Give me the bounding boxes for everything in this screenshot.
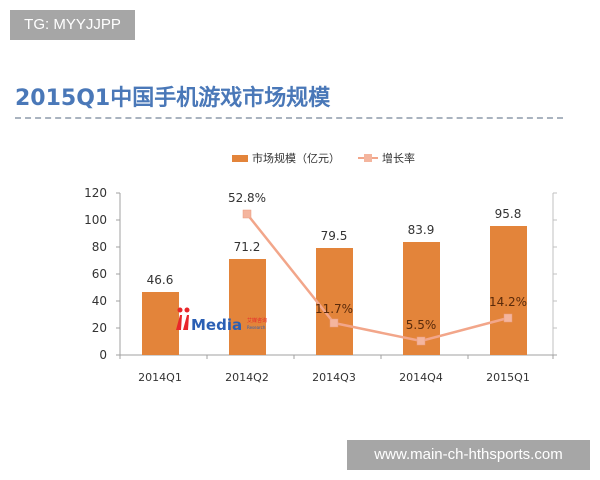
x-axis-ticks	[119, 355, 554, 359]
svg-text:83.9: 83.9	[408, 223, 435, 237]
chart-legend: 市场规模（亿元） 增长率	[232, 150, 415, 166]
y-axis-labels: 120 100 80 60 40 20 0	[84, 186, 107, 362]
svg-text:2014Q2: 2014Q2	[225, 371, 269, 384]
svg-text:60: 60	[92, 267, 107, 281]
svg-text:Research: Research	[247, 325, 266, 330]
bar-2014q2	[229, 259, 266, 355]
logo-sub: 艾媒咨询	[247, 317, 267, 324]
svg-text:79.5: 79.5	[321, 229, 348, 243]
bar-series	[142, 226, 527, 355]
svg-text:14.2%: 14.2%	[489, 295, 527, 309]
svg-text:2015Q1: 2015Q1	[486, 371, 530, 384]
svg-text:0: 0	[99, 348, 107, 362]
logo-text: Media	[191, 316, 242, 334]
growth-rate-line	[246, 213, 509, 343]
svg-text:5.5%: 5.5%	[406, 318, 437, 332]
growth-rate-markers	[242, 209, 513, 346]
marker-2015q1	[503, 313, 513, 323]
svg-text:2014Q3: 2014Q3	[312, 371, 356, 384]
legend-line-label: 增长率	[382, 152, 415, 165]
iimedia-logo: Media 艾媒咨询 Research	[176, 307, 267, 334]
legend-line-swatch-icon	[358, 154, 378, 162]
bar-2014q1	[142, 292, 179, 355]
watermark-bottom: www.main-ch-hthsports.com	[347, 440, 590, 470]
svg-text:120: 120	[84, 186, 107, 200]
x-axis-labels: 2014Q1 2014Q2 2014Q3 2014Q4 2015Q1	[138, 371, 530, 384]
bar-value-labels: 46.6 71.2 79.5 83.9 95.8	[147, 207, 522, 287]
svg-text:80: 80	[92, 240, 107, 254]
marker-2014q3	[329, 318, 339, 328]
svg-text:2014Q1: 2014Q1	[138, 371, 182, 384]
svg-text:52.8%: 52.8%	[228, 191, 266, 205]
bar-2014q4	[403, 242, 440, 355]
svg-text:46.6: 46.6	[147, 273, 174, 287]
svg-text:2014Q4: 2014Q4	[399, 371, 443, 384]
bar-2015q1	[490, 226, 527, 355]
svg-text:40: 40	[92, 294, 107, 308]
bar-2014q3	[316, 248, 353, 355]
svg-text:95.8: 95.8	[495, 207, 522, 221]
legend-bar-swatch-icon	[232, 154, 248, 162]
watermark-top: TG: MYYJJPP	[10, 10, 135, 40]
svg-text:100: 100	[84, 213, 107, 227]
title-divider	[15, 117, 563, 119]
svg-text:20: 20	[92, 321, 107, 335]
chart-title: 2015Q1中国手机游戏市场规模	[15, 86, 331, 111]
y-axis-ticks	[116, 192, 120, 356]
legend-bar-label: 市场规模（亿元）	[252, 152, 340, 165]
marker-2014q4	[416, 336, 426, 346]
y-axis-right-ticks	[553, 192, 557, 329]
growth-rate-labels: 52.8% 11.7% 5.5% 14.2%	[228, 191, 527, 332]
marker-2014q2	[242, 209, 252, 219]
svg-text:71.2: 71.2	[234, 240, 261, 254]
svg-text:11.7%: 11.7%	[315, 302, 353, 316]
